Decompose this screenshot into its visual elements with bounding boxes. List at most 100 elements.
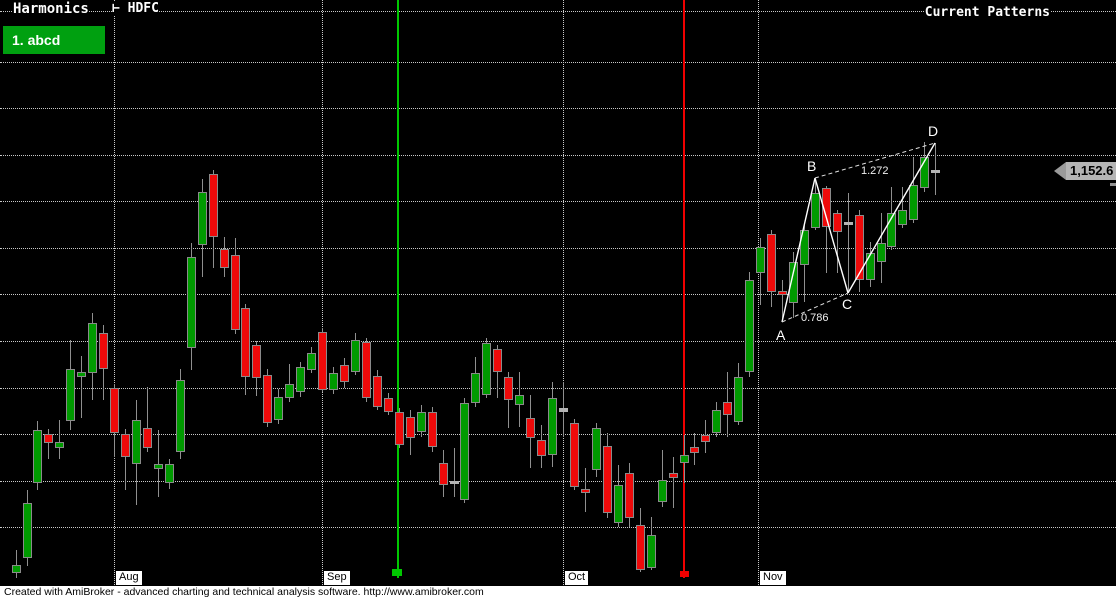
candle-body <box>711 410 721 433</box>
pattern-dashed-line-AC <box>781 292 849 323</box>
candle-wick <box>80 356 82 418</box>
candle-body <box>43 434 53 443</box>
pattern-line-AB <box>781 177 816 323</box>
candle-body <box>536 440 546 456</box>
amibroker-credit-bar: Created with AmiBroker - advanced charti… <box>0 586 1116 599</box>
candle-body <box>919 157 929 188</box>
pattern-line-CD <box>847 142 936 294</box>
candle-body <box>372 376 382 407</box>
candle-body <box>65 369 75 421</box>
candle-wick <box>836 210 838 273</box>
candle-body <box>11 565 21 573</box>
candle-body <box>547 398 557 455</box>
pattern-abcd-button[interactable]: 1. abcd <box>3 26 105 54</box>
candle-body <box>54 442 64 448</box>
candle-body <box>470 373 480 403</box>
candle-body <box>558 408 568 412</box>
candle-body <box>120 434 130 457</box>
candle-wick <box>288 364 290 402</box>
candle-body <box>908 185 918 220</box>
candle-body <box>854 215 864 280</box>
candle-body <box>876 243 886 262</box>
pane-title: Harmonics <box>13 1 89 17</box>
candle-body <box>350 340 360 372</box>
pattern-ratio-label: 1.272 <box>861 165 889 177</box>
candle-body <box>700 435 710 442</box>
candle-body <box>799 230 809 265</box>
candle-wick <box>847 193 849 293</box>
candle-body <box>525 418 535 438</box>
candle-body <box>317 332 327 390</box>
candle-body <box>668 473 678 478</box>
candle-body <box>832 213 842 232</box>
candle-body <box>197 192 207 245</box>
candle-body <box>810 193 820 228</box>
candle-body <box>262 375 272 423</box>
candle-body <box>646 535 656 568</box>
pattern-point-label-b: B <box>807 158 817 174</box>
month-label-sep: Sep <box>324 571 350 585</box>
candle-body <box>361 342 371 398</box>
candle-body <box>722 402 732 415</box>
h-gridline <box>0 387 1116 389</box>
signal-line-tick <box>680 571 689 577</box>
candle-body <box>273 397 283 420</box>
candle-body <box>679 455 689 463</box>
candle-body <box>142 428 152 448</box>
candle-body <box>602 446 612 513</box>
h-gridline <box>0 62 1116 63</box>
month-gridline <box>758 0 759 585</box>
h-gridline <box>0 11 1116 12</box>
candle-body <box>843 222 853 225</box>
signal-line-tick <box>392 569 402 576</box>
candle-body <box>32 430 42 483</box>
candle-wick <box>47 429 49 459</box>
candle-body <box>328 373 338 390</box>
candle-wick <box>901 187 903 228</box>
signal-line <box>683 0 685 578</box>
h-gridline <box>0 341 1116 342</box>
pattern-ratio-label: 0.786 <box>801 312 829 324</box>
candle-body <box>76 372 86 377</box>
candle-body <box>22 503 32 558</box>
h-gridline <box>0 248 1116 249</box>
current-patterns-title: Current Patterns <box>924 5 1050 20</box>
candle-body <box>208 174 218 237</box>
candle-wick <box>661 450 663 507</box>
candle-wick <box>124 429 126 490</box>
candle-body <box>886 213 896 247</box>
candle-body <box>383 398 393 412</box>
candle-body <box>514 395 524 405</box>
candle-body <box>405 417 415 438</box>
candle-body <box>613 485 623 523</box>
ticker-symbol: HDFC <box>127 1 159 16</box>
price-tag-arrow-icon <box>1054 162 1066 180</box>
h-gridline <box>0 294 1116 295</box>
month-label-aug: Aug <box>116 571 142 585</box>
candle-body <box>733 377 743 422</box>
candle-wick <box>825 186 827 273</box>
candle-body <box>591 428 601 470</box>
price-tag-value: 1,152.6 <box>1066 162 1116 180</box>
candle-body <box>481 343 491 395</box>
candle-body <box>306 353 316 370</box>
candle-body <box>492 349 502 372</box>
candle-body <box>580 489 590 493</box>
candle-body <box>284 384 294 398</box>
candle-body <box>624 473 634 518</box>
candle-body <box>339 365 349 382</box>
candle-wick <box>781 280 783 320</box>
candle-body <box>109 388 119 433</box>
candle-body <box>295 367 305 392</box>
candle-wick <box>507 372 509 428</box>
h-gridline <box>0 480 1116 482</box>
candle-wick <box>146 387 148 452</box>
candle-wick <box>15 550 17 578</box>
right-edge-price-tick <box>1110 183 1116 186</box>
h-gridline <box>0 527 1116 528</box>
candle-wick <box>157 430 159 497</box>
candle-body <box>897 210 907 225</box>
